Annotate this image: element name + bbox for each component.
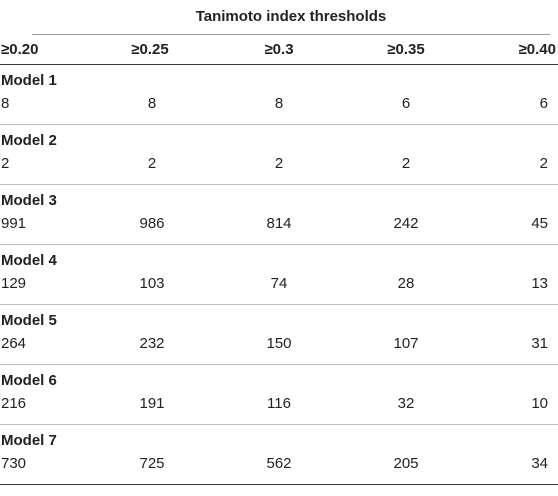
table-cell: 150	[266, 335, 292, 352]
table-cell: 45	[531, 215, 548, 232]
table-title: Tanimoto index thresholds	[32, 0, 550, 35]
model-group: Model 3 991 986 814 242 45	[0, 185, 558, 245]
table-cell: 725	[139, 455, 165, 472]
table-cell: 730	[1, 455, 27, 472]
model-label: Model 7	[1, 432, 57, 449]
table-cell: 8	[274, 95, 284, 112]
column-header: ≥0.3	[264, 41, 294, 58]
table-cell: 232	[139, 335, 165, 352]
column-header: ≥0.40	[518, 41, 556, 58]
table-cell: 8	[1, 95, 10, 112]
table-cell: 991	[1, 215, 27, 232]
table-cell: 216	[1, 395, 27, 412]
model-group: Model 7 730 725 562 205 34	[0, 425, 558, 485]
table-cell: 6	[401, 95, 411, 112]
model-label: Model 1	[1, 72, 57, 89]
table-cell: 2	[147, 155, 157, 172]
table-cell: 28	[397, 275, 415, 292]
model-group: Model 6 216 191 116 32 10	[0, 365, 558, 425]
model-label: Model 4	[1, 252, 57, 269]
table-cell: 2	[401, 155, 411, 172]
table-row: 129 103 74 28 13	[0, 274, 558, 294]
model-label: Model 3	[1, 192, 57, 209]
model-group: Model 5 264 232 150 107 31	[0, 305, 558, 365]
table-cell: 34	[531, 455, 548, 472]
table-cell: 562	[266, 455, 292, 472]
table-row: 264 232 150 107 31	[0, 334, 558, 354]
table-cell: 2	[274, 155, 284, 172]
table-cell: 6	[539, 95, 548, 112]
table-body: Model 1 8 8 8 6 6 Model 2 2 2 2 2 2 Model 3 991 986 814…	[0, 65, 558, 485]
table-cell: 116	[267, 395, 291, 412]
table-row: 730 725 562 205 34	[0, 454, 558, 474]
model-label: Model 6	[1, 372, 57, 389]
table-cell: 107	[393, 335, 419, 352]
table-cell: 31	[531, 335, 548, 352]
table-cell: 129	[1, 275, 27, 292]
model-group: Model 1 8 8 8 6 6	[0, 65, 558, 125]
table-cell: 10	[531, 395, 548, 412]
column-header: ≥0.20	[1, 41, 39, 58]
model-label: Model 5	[1, 312, 57, 329]
table-cell: 2	[1, 155, 10, 172]
table-cell: 8	[147, 95, 157, 112]
table-cell: 986	[139, 215, 165, 232]
table-cell: 242	[393, 215, 419, 232]
table-cell: 103	[139, 275, 165, 292]
table-cell: 814	[266, 215, 292, 232]
table-cell: 32	[397, 395, 415, 412]
model-group: Model 4 129 103 74 28 13	[0, 245, 558, 305]
column-header: ≥0.35	[387, 41, 425, 58]
table-row: 991 986 814 242 45	[0, 214, 558, 234]
table-cell: 13	[531, 275, 548, 292]
table-row: 216 191 116 32 10	[0, 394, 558, 414]
column-header: ≥0.25	[131, 41, 169, 58]
model-group: Model 2 2 2 2 2 2	[0, 125, 558, 185]
table-row: 2 2 2 2 2	[0, 154, 558, 174]
table-cell: 264	[1, 335, 27, 352]
table-cell: 191	[139, 395, 165, 412]
table-cell: 2	[539, 155, 548, 172]
header-row: ≥0.20 ≥0.25 ≥0.3 ≥0.35 ≥0.40	[0, 35, 558, 65]
table-cell: 74	[270, 275, 288, 292]
model-label: Model 2	[1, 132, 57, 149]
table-row: 8 8 8 6 6	[0, 94, 558, 114]
table-cell: 205	[393, 455, 419, 472]
